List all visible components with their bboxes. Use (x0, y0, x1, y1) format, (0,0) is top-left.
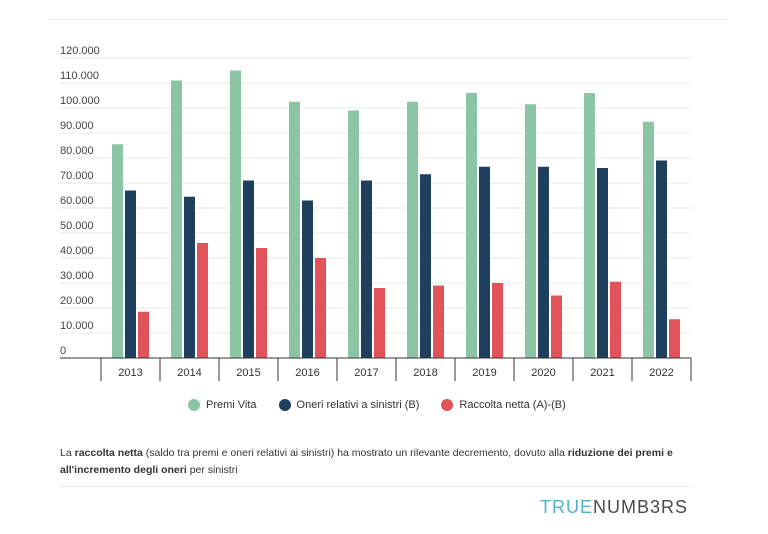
bar-1-2021 (597, 168, 608, 358)
legend-dot-icon (188, 399, 200, 411)
bar-2-2019 (492, 283, 503, 358)
bar-0-2022 (643, 121, 654, 358)
legend-item-oneri: Oneri relativi a sinistri (B) (278, 399, 420, 411)
y-tick-label: 40.000 (60, 245, 94, 257)
bars (112, 70, 680, 358)
bar-0-2015 (230, 70, 241, 358)
note-text: per sinistri (186, 464, 238, 476)
y-tick-label: 30.000 (60, 270, 94, 282)
x-tick-label: 2017 (354, 367, 378, 379)
y-tick-label: 120.000 (60, 45, 100, 57)
legend-item-premi-vita: Premi Vita (188, 399, 257, 411)
bar-1-2014 (184, 196, 195, 358)
note-text: La (60, 447, 75, 459)
bar-2-2014 (197, 243, 208, 358)
bar-1-2020 (538, 166, 549, 358)
bar-chart: 0 10.000 20.000 30.000 40.000 50.000 60.000 70.… (60, 45, 692, 381)
note-bold: raccolta netta (74, 447, 143, 459)
y-tick-label: 110.000 (60, 70, 99, 82)
brand-logo-part: TRUE (539, 497, 593, 517)
bar-2-2018 (433, 285, 444, 358)
legend-dot-icon (441, 399, 454, 411)
bar-0-2014 (171, 80, 182, 358)
bar-1-2019 (479, 166, 490, 358)
bar-1-2015 (243, 180, 254, 358)
y-tick-label: 70.000 (60, 170, 94, 182)
x-tick-label: 2020 (531, 367, 555, 379)
legend-label: Oneri relativi a sinistri (B) (296, 399, 420, 411)
bottom-divider (60, 486, 690, 487)
bar-1-2018 (420, 174, 431, 358)
bar-2-2015 (256, 248, 267, 358)
bar-0-2021 (584, 93, 595, 358)
brand-logo: TRUENUMB3RS (540, 497, 688, 518)
x-tick-label: 2018 (413, 367, 437, 379)
bar-2-2017 (374, 288, 385, 358)
x-tick-label: 2015 (236, 367, 260, 379)
x-axis: 2013 2014 2015 2016 2017 2018 2019 2020 2021 2022 (60, 357, 692, 381)
y-tick-label: 10.000 (60, 320, 94, 332)
y-tick-label: 0 (60, 345, 66, 357)
y-tick-label: 20.000 (60, 295, 94, 307)
y-tick-label: 90.000 (60, 120, 94, 132)
bar-0-2018 (407, 101, 418, 358)
chart-note: La raccolta netta (saldo tra premi e one… (60, 445, 700, 479)
bar-1-2013 (125, 190, 136, 358)
x-tick-label: 2013 (118, 367, 142, 379)
note-bold: riduzione dei premi e all'incremento deg… (60, 447, 673, 476)
bar-2-2020 (551, 295, 562, 358)
bar-1-2017 (361, 180, 372, 358)
brand-logo-part: NUMB3RS (592, 497, 688, 517)
top-divider (48, 19, 728, 20)
y-axis-ticks: 0 10.000 20.000 30.000 40.000 50.000 60.000 70.… (60, 45, 100, 357)
bar-0-2013 (112, 144, 123, 358)
legend-item-raccolta: Raccolta netta (A)-(B) (441, 399, 566, 411)
legend-dot-icon (278, 399, 291, 411)
bar-2-2022 (669, 319, 680, 358)
y-tick-label: 80.000 (60, 145, 94, 157)
bar-0-2020 (525, 104, 536, 358)
bar-2-2013 (138, 311, 149, 358)
bar-2-2021 (610, 281, 621, 358)
bar-2-2016 (315, 258, 326, 358)
y-tick-label: 100.000 (60, 95, 100, 107)
bar-0-2017 (348, 110, 359, 358)
bar-0-2016 (289, 101, 300, 358)
x-tick-label: 2021 (590, 367, 614, 379)
y-tick-label: 60.000 (60, 195, 94, 207)
bar-1-2022 (656, 160, 667, 358)
x-tick-label: 2019 (472, 367, 496, 379)
x-tick-label: 2022 (649, 367, 673, 379)
note-text: (saldo tra premi e oneri relativi ai sin… (142, 447, 568, 459)
bar-0-2019 (466, 93, 477, 358)
legend-label: Raccolta netta (A)-(B) (459, 399, 566, 411)
x-tick-label: 2016 (295, 367, 319, 379)
bar-1-2016 (302, 200, 313, 358)
x-tick-label: 2014 (177, 367, 201, 379)
y-tick-label: 50.000 (60, 220, 94, 232)
legend: Premi Vita Oneri relativi a sinistri (B)… (188, 399, 566, 411)
legend-label: Premi Vita (206, 399, 257, 411)
